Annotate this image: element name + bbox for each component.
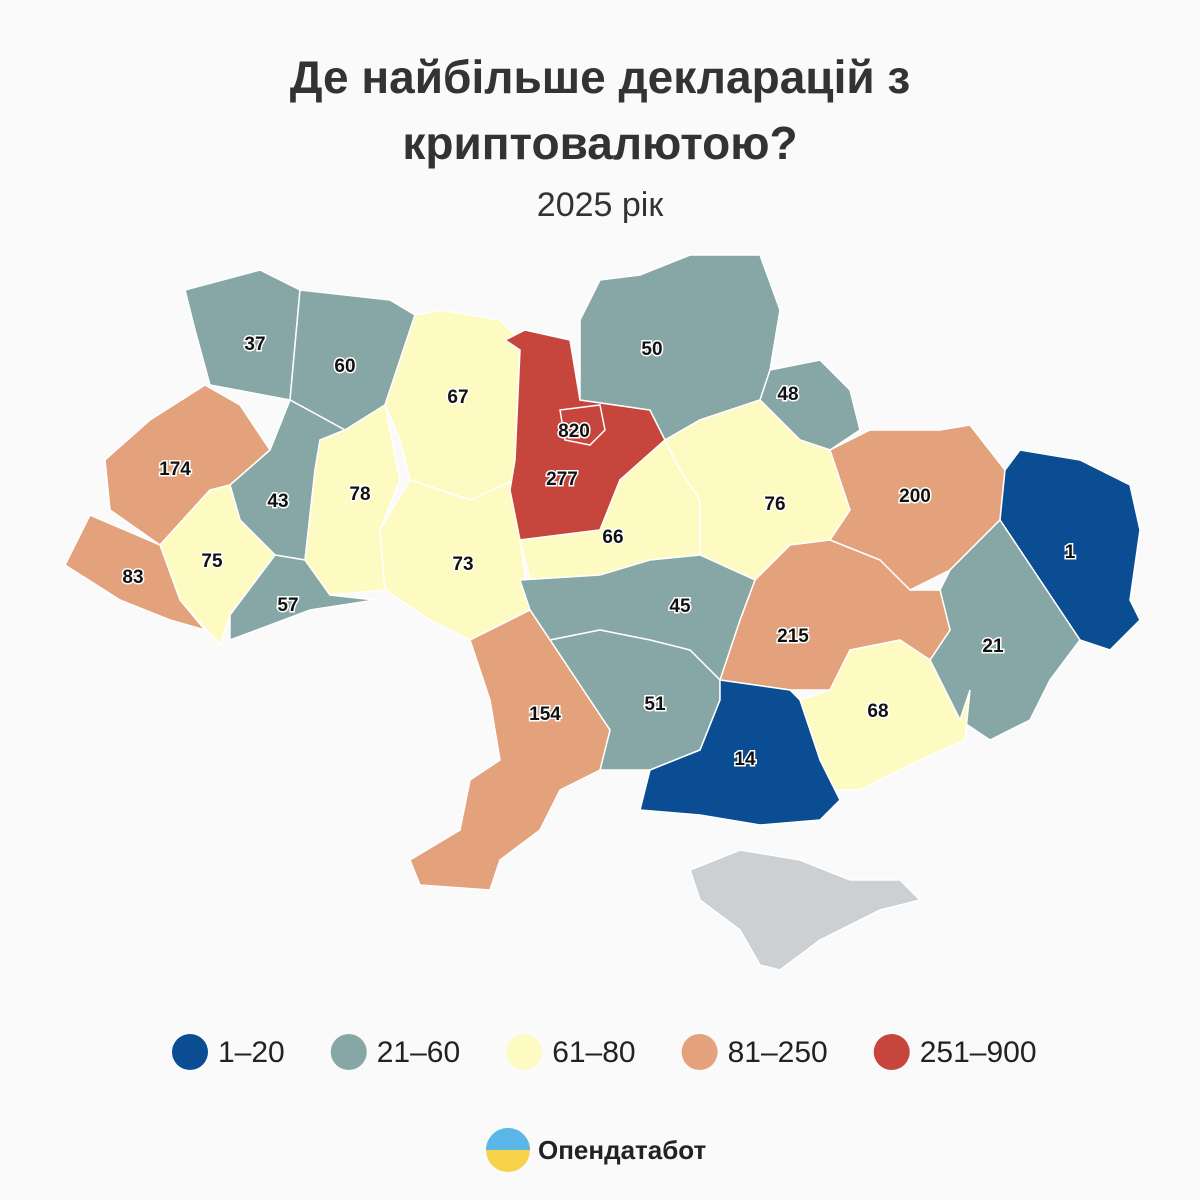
legend-label: 21–60 xyxy=(377,1036,460,1069)
legend-label: 61–80 xyxy=(552,1036,635,1069)
region xyxy=(639,679,841,826)
region xyxy=(559,404,606,446)
region-value: 174 xyxy=(159,459,191,480)
region xyxy=(64,514,208,632)
region-value: 83 xyxy=(122,567,143,588)
title: Де найбільше декларацій з криптовалютою? xyxy=(289,51,911,169)
region-value: 277 xyxy=(546,469,578,490)
legend-label: 251–900 xyxy=(920,1036,1037,1069)
region-value: 37 xyxy=(244,334,265,355)
legend-swatch xyxy=(330,1034,367,1070)
crimea xyxy=(689,849,922,971)
region-value: 21 xyxy=(982,636,1004,657)
region-value: 73 xyxy=(452,554,473,575)
region xyxy=(929,518,1081,741)
region-value: 51 xyxy=(644,694,666,715)
region-value: 50 xyxy=(641,339,662,360)
region-value: 75 xyxy=(201,551,223,572)
region-value: 48 xyxy=(777,384,798,405)
subtitle: 2025 рік xyxy=(536,186,664,224)
region-value: 67 xyxy=(447,387,468,408)
region-value: 1 xyxy=(1065,542,1076,563)
legend-swatch xyxy=(172,1034,208,1070)
region-value: 68 xyxy=(867,701,888,722)
region xyxy=(184,269,301,401)
brand-logo-top xyxy=(486,1128,530,1150)
region-value: 14 xyxy=(734,749,756,770)
region xyxy=(304,403,401,596)
region-value: 43 xyxy=(267,491,288,512)
region-value: 66 xyxy=(602,527,623,548)
region-value: 76 xyxy=(764,494,785,515)
region-value: 57 xyxy=(277,595,298,616)
region-value: 215 xyxy=(777,626,809,647)
region-value: 78 xyxy=(349,484,370,505)
legend-swatch xyxy=(681,1034,718,1070)
brand: Опендатабот xyxy=(538,1135,707,1165)
region-value: 60 xyxy=(334,356,355,377)
region-value: 820 xyxy=(558,421,590,442)
region xyxy=(409,609,611,891)
legend-swatch xyxy=(506,1034,543,1070)
legend-label: 1–20 xyxy=(218,1036,285,1069)
legend-label: 81–250 xyxy=(728,1036,828,1069)
region-value: 154 xyxy=(529,704,561,725)
legend-swatch xyxy=(873,1034,910,1070)
region-value: 45 xyxy=(669,596,691,617)
region-value: 200 xyxy=(899,486,931,507)
